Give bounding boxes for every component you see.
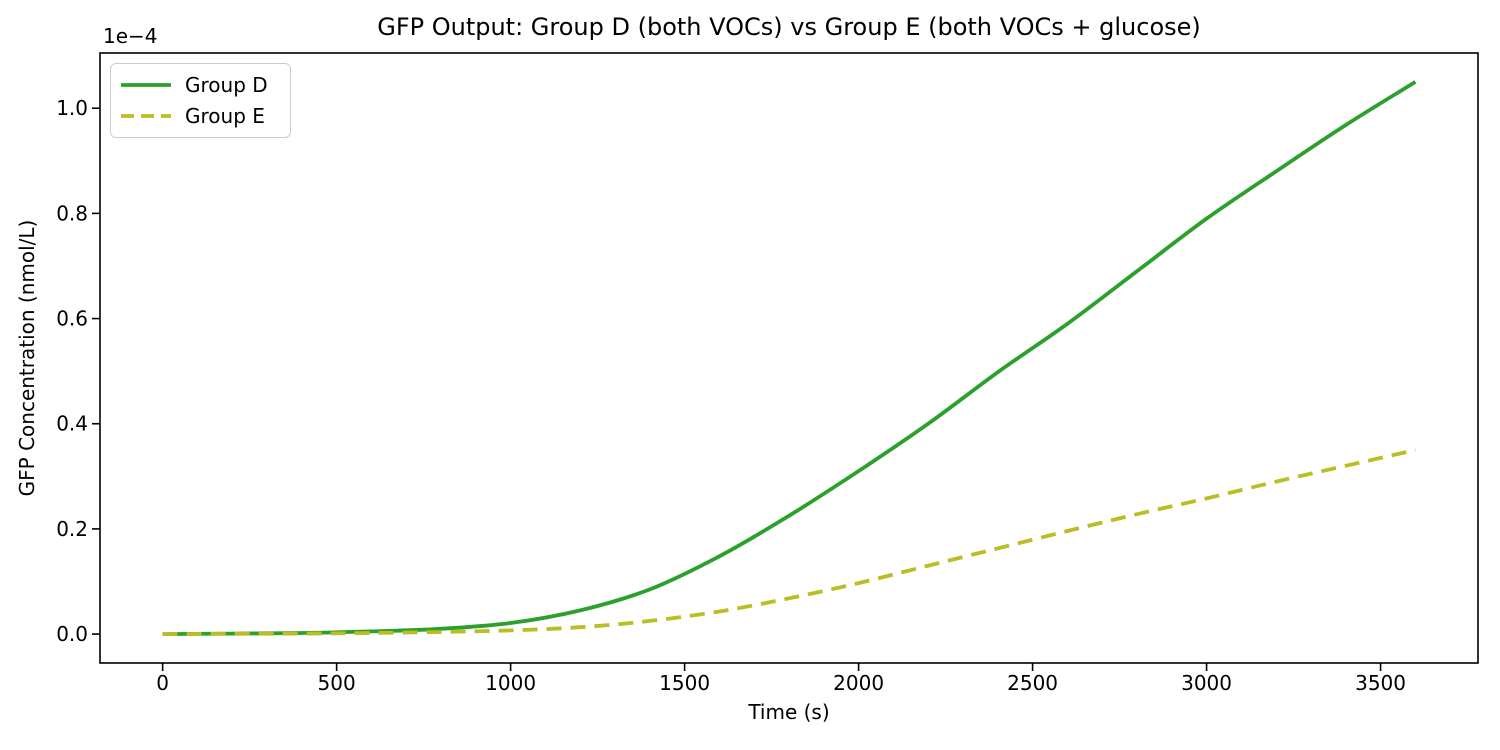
chart-title: GFP Output: Group D (both VOCs) vs Group…: [377, 13, 1201, 41]
y-tick-label: 0.6: [56, 307, 88, 331]
x-axis-label: Time (s): [748, 700, 830, 724]
y-tick-label: 0.0: [56, 622, 88, 646]
y-tick-label: 0.2: [56, 517, 88, 541]
x-tick-label: 2500: [1007, 671, 1058, 695]
legend-label-group-d: Group D: [185, 73, 268, 97]
series-line-group-e: [162, 448, 1416, 636]
y-axis-offset-label: 1e−4: [103, 24, 158, 48]
legend: Group D Group E: [110, 63, 291, 138]
series-line-group-d: [162, 80, 1417, 636]
x-tick-label: 1500: [659, 671, 710, 695]
x-tick-label: 500: [318, 671, 356, 695]
x-tick-label: 0: [156, 671, 169, 695]
plot-spines: [99, 52, 1479, 664]
y-tick-label: 0.8: [56, 201, 88, 225]
y-tick-label: 1.0: [56, 96, 88, 120]
x-tick-label: 2000: [833, 671, 884, 695]
x-tick-label: 3000: [1181, 671, 1232, 695]
x-tick-label: 3500: [1355, 671, 1406, 695]
y-tick-label: 0.4: [56, 412, 88, 436]
legend-line-sample-dashed-icon: [121, 114, 171, 118]
legend-label-group-e: Group E: [185, 104, 265, 128]
x-tick-label: 1000: [485, 671, 536, 695]
legend-entry-group-e: Group E: [120, 104, 278, 128]
legend-line-sample-solid-icon: [121, 83, 171, 87]
legend-entry-group-d: Group D: [120, 73, 278, 97]
